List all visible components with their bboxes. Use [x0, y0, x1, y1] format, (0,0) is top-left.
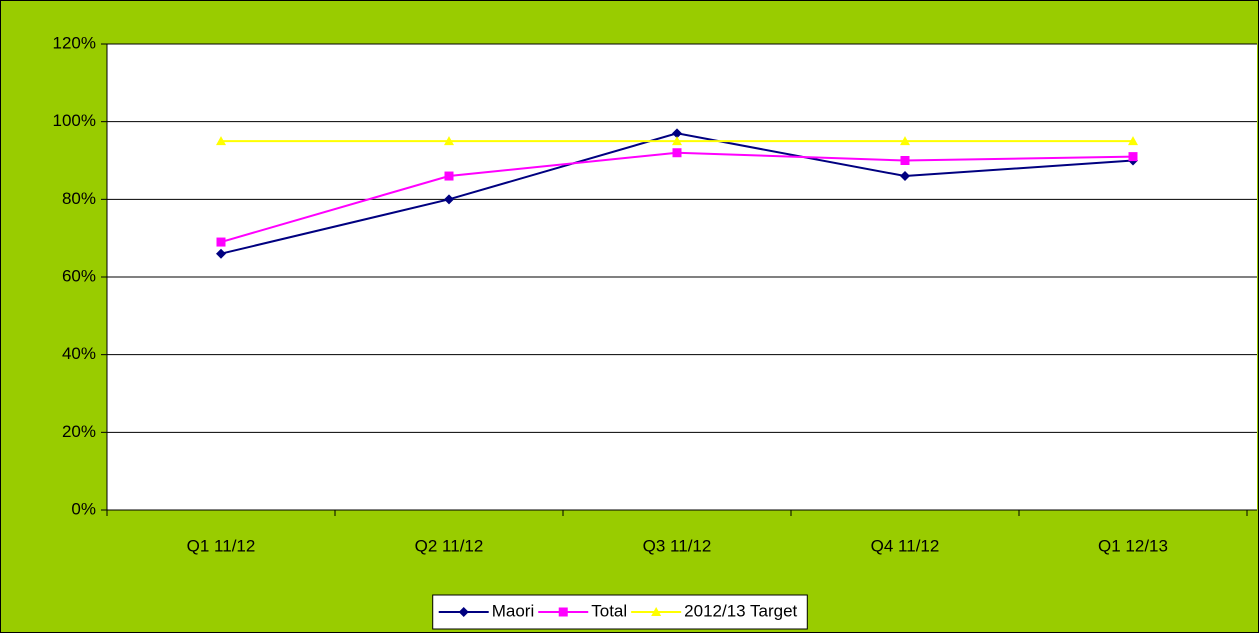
y-tick-label: 20%: [62, 422, 96, 441]
marker: [216, 237, 226, 247]
marker: [672, 128, 682, 139]
y-tick-label: 80%: [62, 189, 96, 208]
x-tick-label: Q3 11/12: [643, 536, 712, 555]
marker: [900, 171, 910, 182]
marker: [444, 136, 454, 146]
marker: [216, 136, 226, 146]
marker: [558, 607, 568, 617]
marker: [900, 156, 910, 165]
marker: [1128, 136, 1138, 146]
marker: [1128, 152, 1138, 162]
y-tick-label: 120%: [53, 33, 96, 52]
marker: [216, 248, 226, 259]
marker: [444, 194, 454, 205]
x-tick-label: Q2 11/12: [415, 536, 484, 555]
legend-label: Maori: [492, 601, 535, 620]
y-tick-label: 100%: [53, 111, 96, 130]
marker: [672, 136, 682, 146]
x-tick-label: Q1 11/12: [187, 536, 256, 555]
legend-box: [432, 594, 808, 630]
y-tick-label: 0%: [71, 499, 96, 518]
marker: [458, 607, 469, 617]
legend: Maori Total 2012/13 Target: [432, 594, 808, 630]
y-tick-label: 60%: [62, 266, 96, 285]
y-tick-label: 40%: [62, 344, 96, 363]
marker: [444, 171, 454, 181]
marker: [651, 607, 662, 616]
legend-label: 2012/13 Target: [684, 601, 797, 620]
x-tick-label: Q4 11/12: [871, 536, 940, 555]
x-tick-label: Q1 12/13: [1098, 536, 1168, 555]
marker: [900, 136, 910, 146]
marker: [672, 148, 682, 158]
legend-label: Total: [591, 601, 627, 620]
